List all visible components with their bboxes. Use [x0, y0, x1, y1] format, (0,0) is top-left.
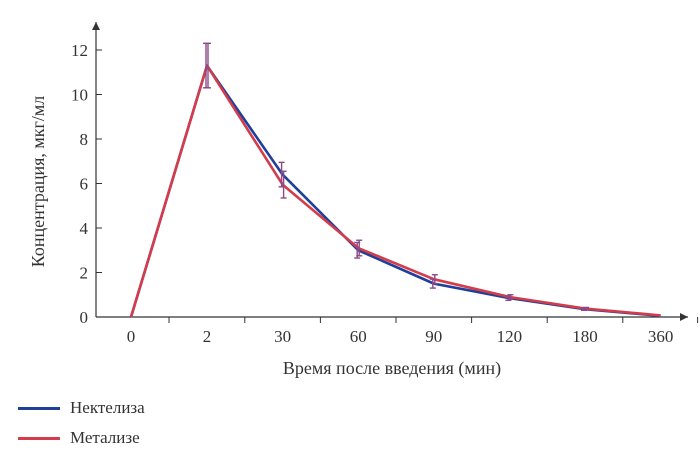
series-group — [129, 64, 661, 318]
x-tick-label: 360 — [648, 327, 674, 346]
y-axis-arrow — [92, 22, 100, 30]
y-axis-label: Концентрация, мкг/мл — [28, 96, 48, 268]
error-bars — [203, 42, 589, 312]
y-tick-label: 2 — [80, 264, 89, 283]
legend-label: Нектелиза — [70, 398, 145, 417]
series-line-2 — [129, 64, 661, 318]
legend-item-2: Метализе — [18, 428, 140, 448]
x-axis-arrow — [680, 313, 688, 321]
legend-label: Метализе — [70, 428, 140, 447]
legend-swatch — [18, 436, 60, 440]
x-tick-label: 180 — [572, 327, 598, 346]
x-tick-label: 120 — [497, 327, 523, 346]
x-tick-label: 2 — [203, 327, 212, 346]
x-axis-label: Время после введения (мин) — [283, 358, 501, 379]
x-tick-label: 30 — [274, 327, 291, 346]
y-tick-label: 10 — [71, 86, 88, 105]
y-tick-label: 0 — [80, 308, 89, 327]
y-tick-label: 4 — [80, 219, 89, 238]
x-tick-label: 90 — [425, 327, 442, 346]
y-tick-label: 8 — [80, 130, 89, 149]
x-tick-label: 60 — [350, 327, 367, 346]
x-tick-label: 0 — [127, 327, 136, 346]
legend-item-1: Нектелиза — [18, 398, 145, 418]
y-tick-label: 12 — [71, 41, 88, 60]
series-line-1 — [129, 64, 661, 318]
legend-swatch — [18, 406, 60, 410]
y-tick-label: 6 — [80, 175, 89, 194]
